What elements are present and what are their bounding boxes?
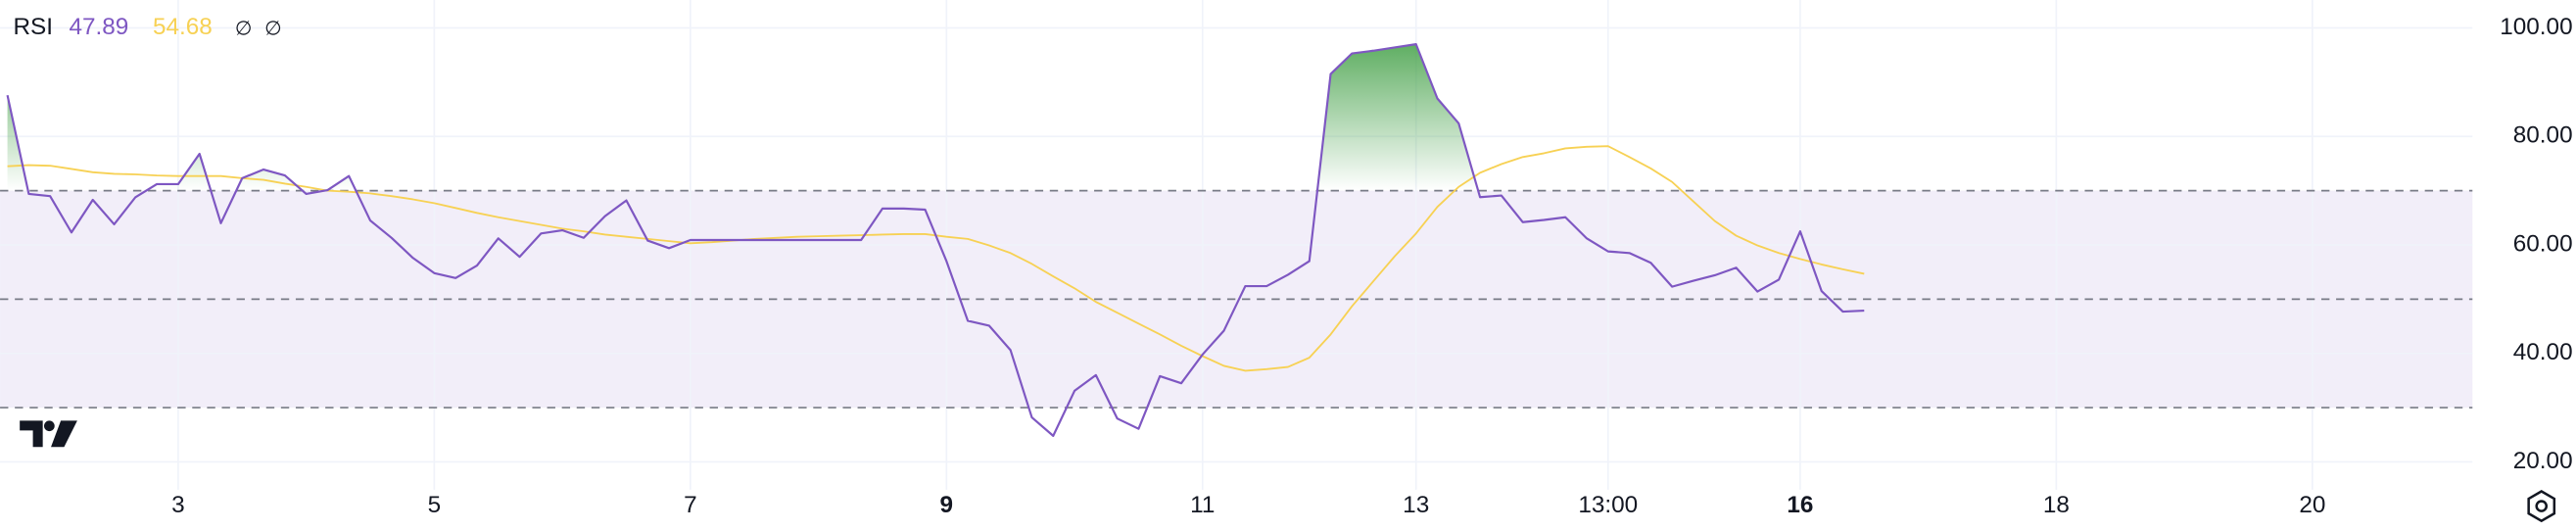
- x-tick-label: 11: [1190, 492, 1215, 518]
- y-tick-label: 60.00: [2513, 230, 2573, 257]
- x-tick-label: 9: [940, 492, 954, 518]
- x-tick-label: 13:00: [1578, 492, 1638, 518]
- x-tick-label: 5: [428, 492, 442, 518]
- y-tick-label: 20.00: [2513, 448, 2573, 474]
- x-tick-label: 18: [2043, 492, 2070, 518]
- x-tick-label: 7: [684, 492, 697, 518]
- y-tick-label: 100.00: [2500, 14, 2572, 40]
- rsi-value: 47.89: [69, 14, 128, 40]
- x-tick-label: 13: [1403, 492, 1429, 518]
- indicator-name: RSI: [13, 14, 53, 40]
- settings-icon[interactable]: [2527, 490, 2556, 523]
- x-tick-label: 20: [2299, 492, 2325, 518]
- overbought-fill: [7, 44, 1865, 191]
- ma-value: 54.68: [153, 14, 213, 40]
- tv-logo: [20, 420, 77, 448]
- y-tick-label: 40.00: [2513, 339, 2573, 365]
- x-tick-label: 3: [171, 492, 185, 518]
- y-tick-label: 80.00: [2513, 122, 2573, 149]
- rsi-line: [6, 43, 1865, 437]
- hidden-input-symbol[interactable]: ∅: [235, 19, 253, 40]
- hidden-input-symbol[interactable]: ∅: [264, 19, 282, 40]
- x-tick-label: 16: [1787, 492, 1813, 518]
